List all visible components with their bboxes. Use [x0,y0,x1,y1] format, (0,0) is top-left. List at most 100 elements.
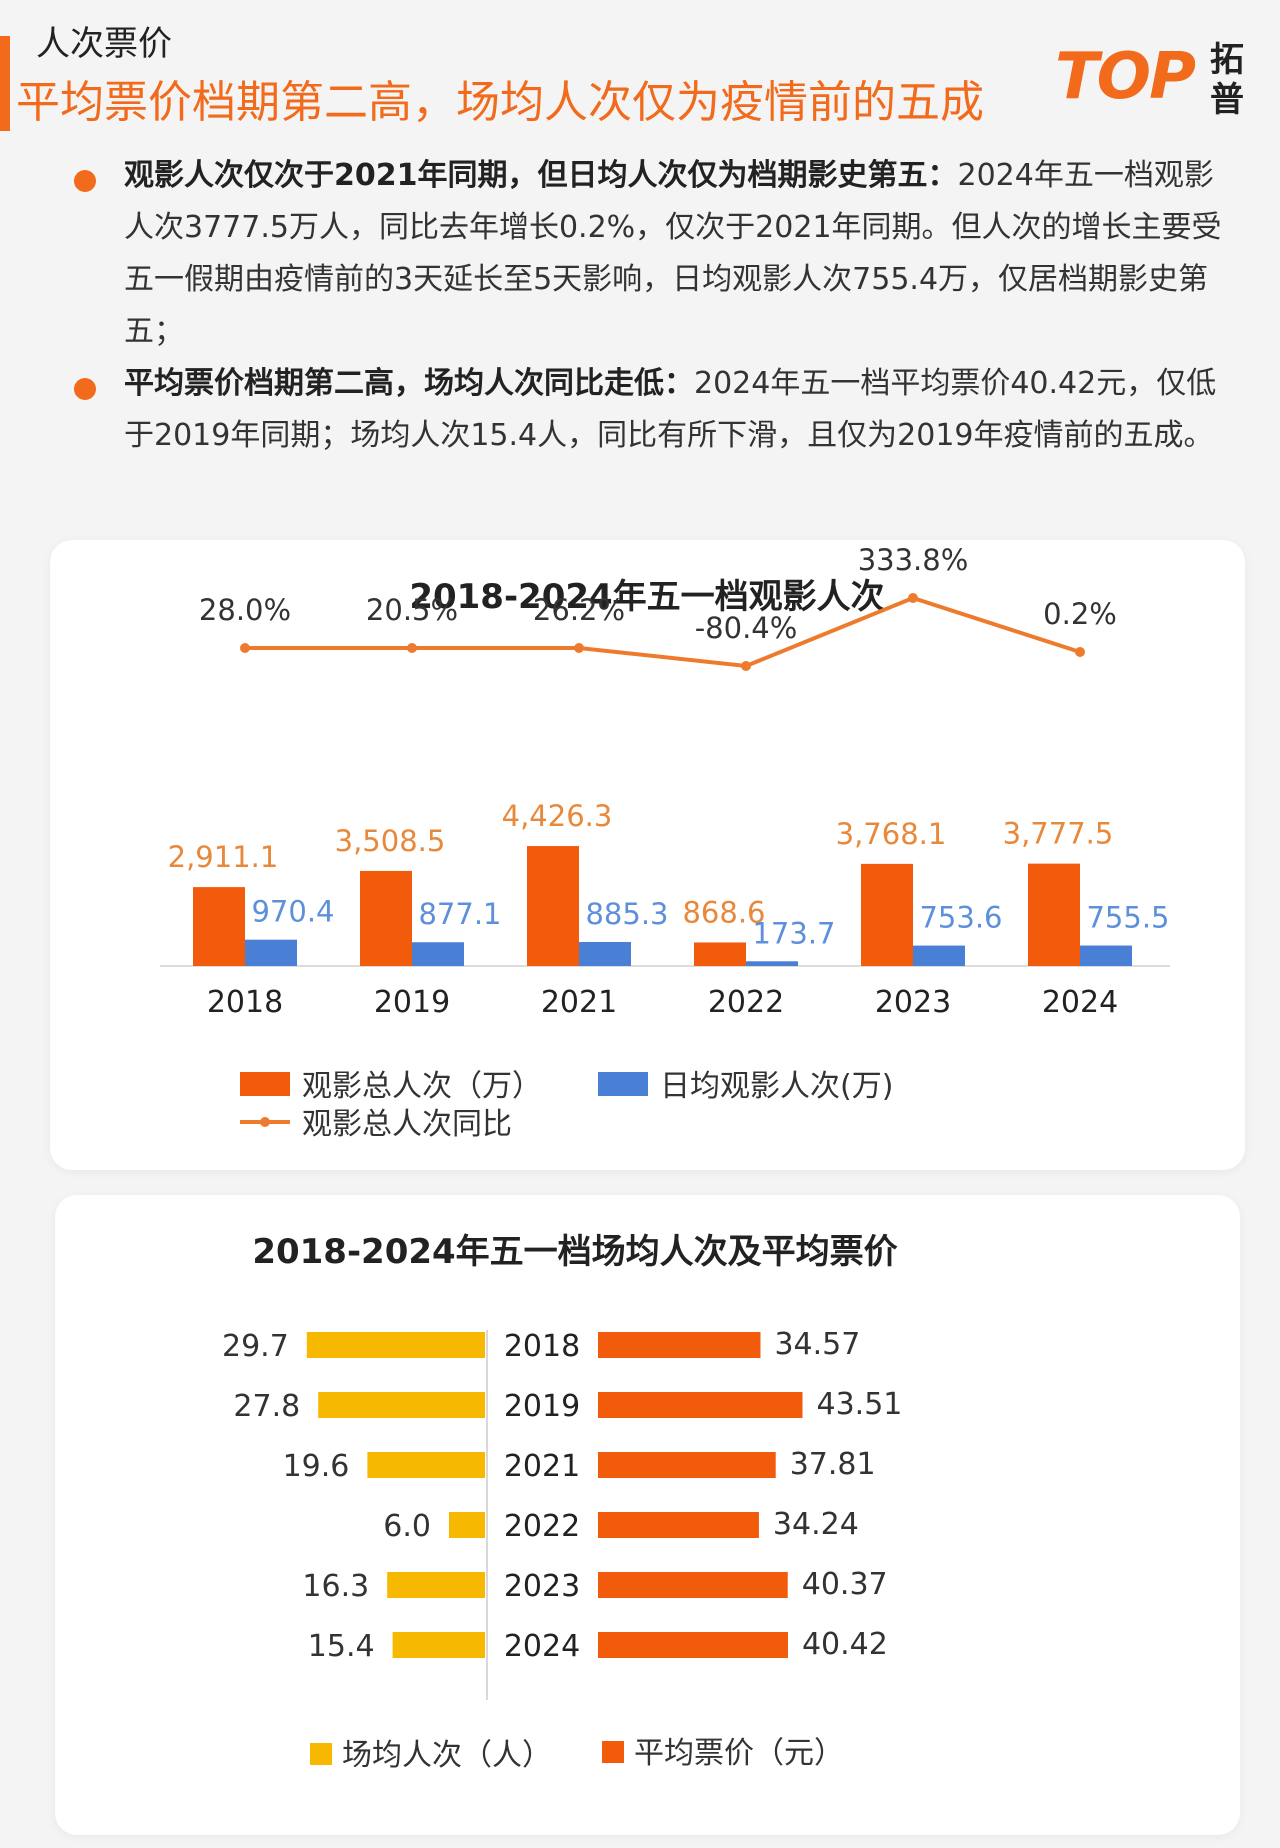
total-bar [861,863,913,966]
year-label: 2022 [504,1509,580,1544]
total-bar [527,846,579,966]
avg-price-label: 37.81 [790,1447,876,1482]
avg-price-label: 40.42 [802,1627,888,1662]
total-value-label: 3,777.5 [1003,817,1114,851]
avg-attendance-label: 29.7 [222,1329,289,1364]
avg-attendance-bar [318,1392,485,1418]
chart-title: 2018-2024年五一档场均人次及平均票价 [252,1232,897,1272]
legend-label-yoy: 观影总人次同比 [302,1107,512,1142]
legend-swatch-attendance [310,1743,332,1765]
x-tick-label: 2023 [875,985,951,1020]
avg-attendance-label: 19.6 [283,1449,350,1484]
chart-title: 2018-2024年五一档观影人次 [409,577,884,617]
bullet-dot-icon [74,170,96,192]
yoy-label: 28.0% [199,593,291,627]
yoy-point [240,643,250,653]
daily-bar [245,939,297,966]
logo-cn-text: 拓普 [1210,40,1244,120]
year-label: 2019 [504,1389,580,1424]
legend-label-price: 平均票价（元） [634,1736,844,1771]
price-chart: 2018-2024年五一档场均人次及平均票价 29.7 2018 34.57 27.8 2… [222,1232,902,1773]
yoy-point [407,643,417,653]
x-tick-label: 2018 [207,985,283,1020]
page-title: 平均票价档期第二高，场均人次仅为疫情前的五成 [16,77,984,128]
avg-price-bar [598,1392,803,1418]
yoy-line-series: 28.0% 20.5% 26.2% -80.4% 333.8% 0.2% [199,543,1117,671]
chart-card-attendance: 2018-2024年五一档观影人次 28.0% 20.5% 26.2% -80.4% 33… [50,540,1245,1170]
bullet-item: 平均票价档期第二高，场均人次同比走低：2024年五一档平均票价40.42元，仅低… [70,358,1240,462]
avg-price-bar [598,1632,788,1658]
bullet-body: 2024年五一档观影人次3777.5万人，同比去年增长0.2%，仅次于2021年… [124,158,1222,349]
avg-attendance-bar [367,1452,485,1478]
x-tick-label: 2024 [1042,985,1118,1020]
avg-price-label: 43.51 [816,1387,902,1422]
summary-bullets: 观影人次仅次于2021年同期，但日均人次仅为档期影史第五：2024年五一档观影人… [70,150,1240,462]
total-value-label: 3,768.1 [836,817,947,851]
avg-attendance-bar [387,1572,485,1598]
year-label: 2018 [504,1329,580,1364]
daily-value-label: 970.4 [251,895,334,929]
avg-attendance-bar [306,1332,485,1358]
avg-attendance-bar [392,1632,485,1658]
x-tick-label: 2019 [374,985,450,1020]
yoy-point [908,593,918,603]
avg-price-bar [598,1332,761,1358]
total-bar [694,942,746,966]
yoy-line [245,595,1081,669]
daily-bar [579,942,631,966]
total-bar [1028,863,1080,966]
daily-value-label: 877.1 [418,897,501,931]
daily-bar [1080,945,1132,966]
daily-bar [913,945,965,966]
avg-attendance-label: 16.3 [302,1569,369,1604]
total-value-label: 2,911.1 [168,840,279,874]
logo-wordmark: TOP [1055,40,1196,114]
legend-label-total: 观影总人次（万） [302,1069,542,1104]
avg-attendance-bar [449,1512,485,1538]
avg-attendance-label: 15.4 [308,1629,375,1664]
total-value-label: 3,508.5 [335,824,446,858]
x-tick-label: 2022 [708,985,784,1020]
bullet-body: 2024年五一档平均票价40.42元，仅低于2019年同期；场均人次15.4人，… [124,366,1217,453]
avg-price-label: 34.57 [774,1327,860,1362]
yoy-point [574,643,584,653]
daily-value-label: 755.5 [1086,901,1169,935]
avg-attendance-label: 6.0 [383,1509,431,1544]
yoy-label: 0.2% [1043,597,1117,631]
chart-card-price: 2018-2024年五一档场均人次及平均票价 29.7 2018 34.57 27.8 2… [55,1195,1240,1835]
legend-swatch-yoy-dot [260,1117,270,1127]
accent-bar [0,36,10,131]
bullet-lead: 观影人次仅次于2021年同期，但日均人次仅为档期影史第五： [124,158,958,193]
yoy-label: 20.5% [366,593,458,627]
avg-price-bar [598,1512,759,1538]
yoy-label: -80.4% [695,611,798,645]
legend-label-attendance: 场均人次（人） [342,1738,552,1773]
legend-swatch-price [602,1741,624,1763]
daily-value-label: 885.3 [585,897,668,931]
year-label: 2024 [504,1629,580,1664]
legend-label-daily: 日均观影人次(万) [660,1069,893,1104]
yoy-label: 333.8% [858,543,969,577]
bullet-dot-icon [74,378,96,400]
daily-value-label: 173.7 [752,916,835,950]
legend-swatch-daily [598,1072,648,1096]
yoy-label: 26.2% [533,593,625,627]
yoy-point [741,661,751,671]
total-bar [360,870,412,966]
avg-price-bar [598,1452,776,1478]
legend-swatch-total [240,1072,290,1096]
bullet-item: 观影人次仅次于2021年同期，但日均人次仅为档期影史第五：2024年五一档观影人… [70,150,1240,358]
attendance-chart: 2018-2024年五一档观影人次 28.0% 20.5% 26.2% -80.4% 33… [160,543,1170,1142]
year-label: 2021 [504,1449,580,1484]
bullet-lead: 平均票价档期第二高，场均人次同比走低： [124,366,694,401]
avg-price-label: 40.37 [802,1567,888,1602]
daily-bar [412,942,464,966]
daily-value-label: 753.6 [919,901,1002,935]
x-tick-label: 2021 [541,985,617,1020]
avg-price-label: 34.24 [773,1507,859,1542]
total-value-label: 4,426.3 [502,799,613,833]
daily-bar [746,961,798,966]
yoy-point [1075,647,1085,657]
total-bar [193,887,245,966]
year-label: 2023 [504,1569,580,1604]
